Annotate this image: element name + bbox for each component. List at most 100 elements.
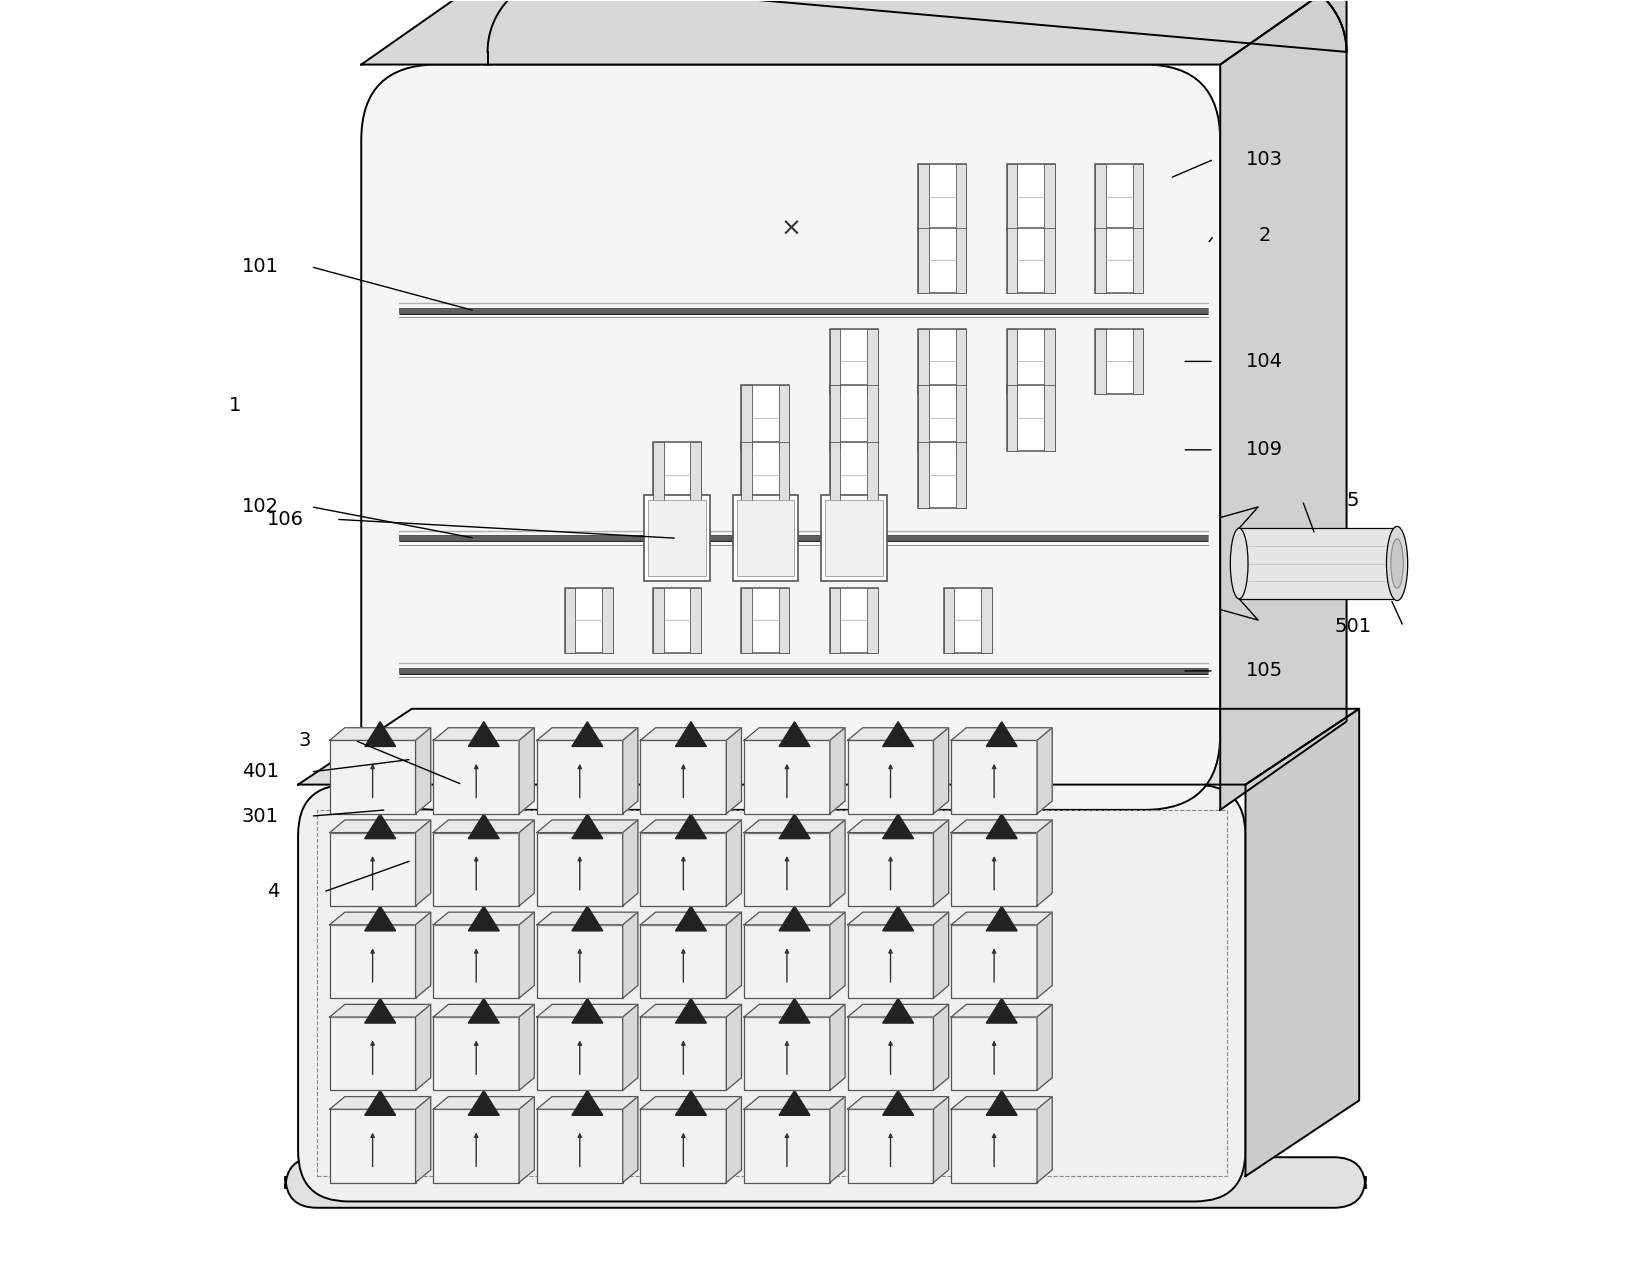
Polygon shape bbox=[468, 1090, 499, 1115]
Bar bbox=[831, 587, 878, 653]
Polygon shape bbox=[831, 913, 845, 998]
Polygon shape bbox=[744, 913, 845, 924]
Polygon shape bbox=[432, 913, 534, 924]
Bar bbox=[733, 495, 798, 581]
Polygon shape bbox=[416, 1096, 431, 1182]
Polygon shape bbox=[364, 722, 395, 747]
Bar bbox=[847, 924, 934, 998]
Bar bbox=[537, 741, 623, 814]
Text: 106: 106 bbox=[268, 510, 304, 529]
Polygon shape bbox=[883, 1090, 914, 1115]
Polygon shape bbox=[744, 820, 845, 833]
Bar bbox=[736, 500, 795, 576]
Polygon shape bbox=[847, 913, 948, 924]
Polygon shape bbox=[1036, 913, 1053, 998]
Polygon shape bbox=[416, 728, 431, 814]
Polygon shape bbox=[1245, 709, 1359, 1176]
Polygon shape bbox=[519, 1004, 534, 1090]
Ellipse shape bbox=[1231, 528, 1248, 599]
Bar bbox=[1007, 329, 1017, 394]
FancyBboxPatch shape bbox=[286, 1157, 1366, 1208]
Bar bbox=[867, 385, 878, 451]
Bar bbox=[778, 442, 790, 508]
Bar bbox=[919, 385, 929, 451]
Bar bbox=[330, 741, 416, 814]
Polygon shape bbox=[571, 1090, 602, 1115]
Polygon shape bbox=[640, 913, 741, 924]
Bar bbox=[919, 165, 966, 230]
Polygon shape bbox=[676, 906, 707, 931]
Text: 4: 4 bbox=[266, 882, 279, 901]
Bar bbox=[537, 833, 623, 906]
Bar bbox=[1007, 228, 1017, 294]
Bar bbox=[1095, 165, 1106, 230]
Polygon shape bbox=[986, 814, 1017, 838]
Polygon shape bbox=[519, 913, 534, 998]
Polygon shape bbox=[778, 814, 809, 838]
Bar bbox=[330, 924, 416, 998]
Bar bbox=[956, 442, 966, 508]
Bar bbox=[640, 833, 726, 906]
Polygon shape bbox=[883, 722, 914, 747]
Polygon shape bbox=[847, 820, 948, 833]
Text: 5: 5 bbox=[1346, 491, 1359, 510]
Polygon shape bbox=[330, 820, 431, 833]
Bar bbox=[741, 442, 752, 508]
Polygon shape bbox=[416, 1004, 431, 1090]
Text: 103: 103 bbox=[1245, 149, 1283, 168]
Bar bbox=[981, 587, 992, 653]
Polygon shape bbox=[468, 722, 499, 747]
Bar bbox=[1007, 385, 1017, 451]
Bar bbox=[951, 1109, 1036, 1182]
Bar bbox=[1095, 228, 1106, 294]
Bar bbox=[1007, 329, 1054, 394]
Bar bbox=[602, 587, 612, 653]
Bar bbox=[432, 924, 519, 998]
Bar bbox=[919, 442, 966, 508]
Polygon shape bbox=[330, 1004, 431, 1017]
Polygon shape bbox=[364, 1090, 395, 1115]
Polygon shape bbox=[847, 1096, 948, 1109]
Polygon shape bbox=[778, 999, 809, 1023]
Polygon shape bbox=[951, 728, 1053, 741]
Bar bbox=[537, 924, 623, 998]
Polygon shape bbox=[364, 814, 395, 838]
Bar bbox=[778, 587, 790, 653]
Bar bbox=[645, 495, 710, 581]
Bar bbox=[1095, 228, 1142, 294]
Polygon shape bbox=[623, 728, 638, 814]
Bar bbox=[831, 385, 878, 451]
Bar bbox=[778, 385, 790, 451]
Polygon shape bbox=[537, 728, 638, 741]
Bar bbox=[741, 587, 752, 653]
Text: 301: 301 bbox=[242, 806, 279, 825]
Text: 3: 3 bbox=[299, 730, 310, 749]
Polygon shape bbox=[416, 820, 431, 906]
Bar bbox=[1044, 385, 1054, 451]
Bar bbox=[653, 442, 702, 508]
Bar bbox=[653, 587, 702, 653]
Text: 101: 101 bbox=[242, 257, 279, 276]
Bar bbox=[1044, 329, 1054, 394]
Bar bbox=[831, 329, 878, 394]
Polygon shape bbox=[986, 906, 1017, 931]
Bar bbox=[1095, 329, 1142, 394]
Text: 102: 102 bbox=[242, 498, 279, 517]
Polygon shape bbox=[726, 1096, 741, 1182]
Polygon shape bbox=[1036, 820, 1053, 906]
Polygon shape bbox=[778, 722, 809, 747]
Bar bbox=[943, 587, 992, 653]
Bar bbox=[831, 329, 840, 394]
Bar bbox=[1007, 165, 1054, 230]
Polygon shape bbox=[640, 728, 741, 741]
Bar bbox=[826, 500, 883, 576]
Bar bbox=[690, 442, 702, 508]
Bar bbox=[956, 165, 966, 230]
Polygon shape bbox=[364, 906, 395, 931]
Polygon shape bbox=[744, 1096, 845, 1109]
Polygon shape bbox=[883, 814, 914, 838]
Polygon shape bbox=[676, 814, 707, 838]
Polygon shape bbox=[986, 722, 1017, 747]
Bar bbox=[1133, 228, 1142, 294]
Bar bbox=[867, 587, 878, 653]
